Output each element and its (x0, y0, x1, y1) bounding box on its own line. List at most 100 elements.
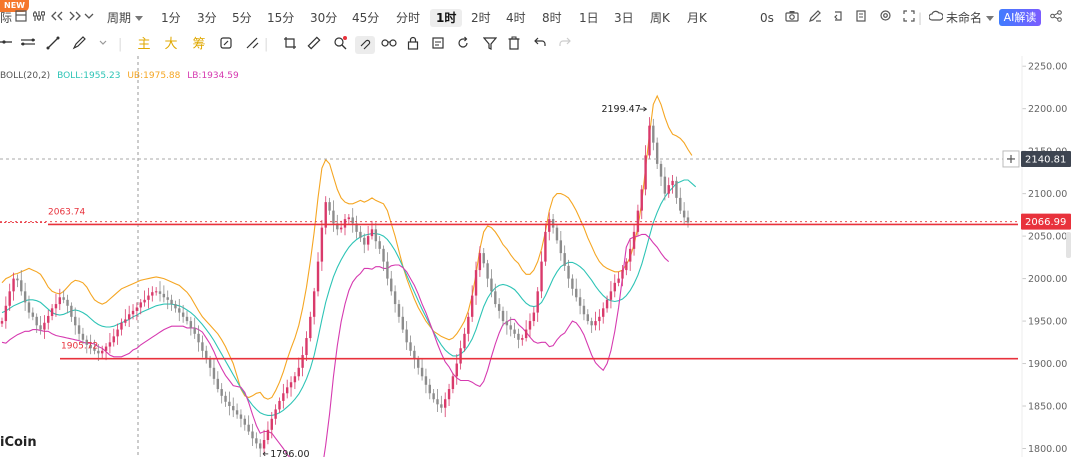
interval-30m[interactable]: 30分 (310, 11, 338, 25)
channel-icon[interactable] (20, 36, 36, 54)
replay-icon[interactable] (832, 9, 844, 27)
candle-body (309, 316, 312, 339)
candle-body (613, 282, 616, 292)
trend-line-icon[interactable] (46, 36, 60, 54)
chevron-down-icon[interactable] (84, 9, 94, 27)
interval-15m[interactable]: 15分 (267, 11, 295, 25)
compare-icon[interactable] (218, 36, 234, 54)
candle-body (124, 319, 127, 323)
candle-body (571, 278, 574, 289)
candle-body (393, 291, 397, 305)
camera-icon[interactable] (785, 9, 799, 27)
forward-icon[interactable] (68, 9, 82, 27)
lock-icon[interactable] (405, 36, 421, 54)
candle (181, 304, 185, 323)
candle (166, 290, 169, 310)
add-alert-button[interactable] (1002, 150, 1020, 168)
period-dropdown[interactable]: 周期 (107, 9, 144, 27)
boll-lower-line (1, 233, 670, 457)
candle (197, 325, 200, 352)
gear-icon[interactable] (879, 9, 892, 27)
trash-icon[interactable] (506, 36, 522, 54)
interval-4h[interactable]: 4时 (506, 11, 526, 25)
interval-week[interactable]: 周K (650, 11, 670, 25)
candle-body (185, 316, 189, 322)
ruler-icon[interactable] (306, 36, 322, 54)
candle-body (675, 180, 678, 198)
interval-timeline[interactable]: 分时 (396, 11, 421, 25)
candle (289, 376, 293, 397)
magnet-icon[interactable] (355, 36, 375, 54)
candle-body (305, 338, 308, 356)
candle (93, 339, 96, 355)
layout-icon[interactable] (15, 9, 27, 27)
candlestick-chart[interactable]: 2250.002200.002150.002100.002050.002000.… (0, 56, 1080, 457)
candle (162, 285, 166, 303)
candle-body (181, 312, 185, 317)
layout-name-dropdown[interactable]: 未命名 (946, 9, 995, 27)
document-icon[interactable] (855, 9, 867, 27)
resistance-label: 2063.74 (48, 207, 85, 217)
candle (390, 270, 393, 296)
zoom-icon[interactable] (332, 36, 348, 54)
candle-body (378, 241, 381, 249)
candle-body (478, 253, 482, 271)
candle (436, 389, 439, 412)
rewind-icon[interactable] (50, 9, 64, 27)
candle-body (575, 288, 578, 298)
big-order-toggle[interactable]: 大 (164, 37, 178, 52)
candle (43, 315, 46, 339)
pen-icon[interactable] (808, 9, 822, 27)
candle (401, 306, 405, 333)
redo-icon[interactable] (557, 36, 573, 54)
interval-1d[interactable]: 1日 (579, 11, 599, 25)
candle-body (324, 202, 327, 228)
crop-icon[interactable] (282, 36, 298, 54)
interval-5m[interactable]: 5分 (232, 11, 252, 25)
interval-45m[interactable]: 45分 (352, 11, 380, 25)
candle (262, 429, 266, 456)
interval-1h[interactable]: 1时 (430, 9, 463, 27)
candle (35, 313, 38, 333)
candle (189, 316, 193, 336)
rotate-icon[interactable] (455, 36, 471, 54)
brush-icon[interactable] (72, 36, 86, 54)
crosshair-price-label: 2140.81 (1025, 154, 1066, 165)
candle-body (359, 231, 362, 238)
interval-2h[interactable]: 2时 (471, 11, 491, 25)
ai-analysis-button[interactable]: AI解读 (999, 9, 1041, 26)
market-label[interactable]: 际 (0, 11, 13, 25)
candle-body (509, 325, 512, 330)
candle (131, 304, 135, 320)
candle-body (567, 265, 570, 279)
candle-body (297, 367, 300, 377)
binoculars-icon[interactable] (381, 36, 397, 54)
side-scroll-handle[interactable] (1066, 232, 1071, 258)
interval-8h[interactable]: 8时 (542, 11, 562, 25)
interval-month[interactable]: 月K (687, 11, 707, 25)
brush-chevron-icon[interactable] (95, 36, 111, 54)
interval-3d[interactable]: 3日 (614, 11, 634, 25)
erase-drawing-icon[interactable] (244, 36, 260, 54)
fullscreen-icon[interactable] (903, 9, 915, 27)
candle-body (686, 217, 690, 223)
chip-distribution-toggle[interactable]: 筹 (192, 37, 206, 52)
interval-1m[interactable]: 1分 (161, 11, 181, 25)
candle (135, 302, 139, 321)
candle-body (625, 261, 628, 271)
template-icon[interactable] (430, 36, 446, 54)
candle-body (166, 297, 169, 300)
indicator-settings-icon[interactable] (33, 9, 45, 27)
candle (220, 383, 223, 404)
main-chart-toggle[interactable]: 主 (137, 37, 151, 52)
candle-body (524, 329, 528, 339)
horizontal-ray-icon[interactable] (0, 36, 12, 54)
boll-upper-line (1, 94, 693, 400)
cloud-icon[interactable] (928, 9, 944, 27)
undo-icon[interactable] (532, 36, 548, 54)
share-icon[interactable] (1050, 9, 1062, 27)
filter-icon[interactable] (482, 36, 498, 54)
candle-body (97, 350, 100, 354)
interval-3m[interactable]: 3分 (197, 11, 217, 25)
timer-label[interactable]: 0s (760, 11, 774, 25)
